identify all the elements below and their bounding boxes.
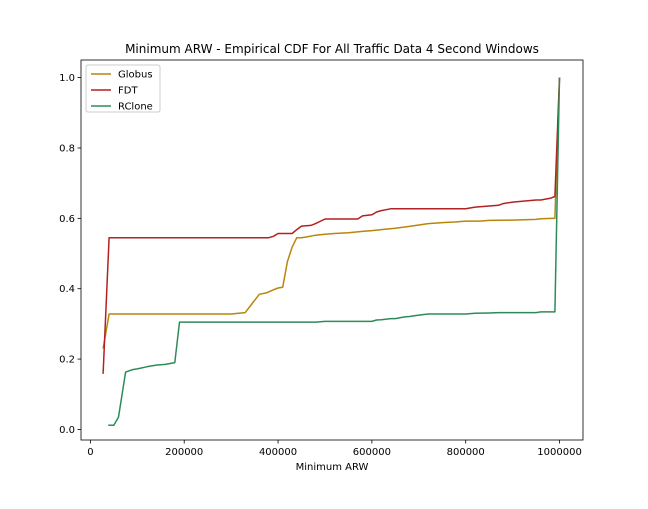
y-tick-label: 0.6 [59,214,75,225]
y-tick-label: 1.0 [59,73,75,84]
legend-box [85,64,161,113]
x-tick-label: 400000 [259,447,297,458]
plot-area [81,60,583,440]
legend: Globus FDT RClone [85,64,161,113]
x-tick-label: 600000 [353,447,391,458]
x-tick-label: 0 [87,447,93,458]
series-line-rclone [108,77,561,426]
y-axis-ticks: 0.0 0.2 0.4 0.6 0.8 1.0 [59,73,81,436]
y-tick-label: 0.4 [59,284,75,295]
x-tick-label: 800000 [447,447,485,458]
plot-background [81,60,583,440]
x-tick-label: 1000000 [537,447,582,458]
series-line-globus [102,77,561,349]
y-tick-label: 0.8 [59,143,75,154]
y-tick-label: 0.0 [59,425,75,436]
x-axis-label: Minimum ARW [296,462,369,473]
x-axis-ticks: 0 200000 400000 600000 800000 1000000 [87,440,582,458]
x-tick-label: 200000 [165,447,203,458]
series-layer [102,77,561,426]
chart-title: Minimum ARW - Empirical CDF For All Traf… [125,42,539,56]
legend-label-globus: Globus [118,70,153,81]
series-line-fdt [102,77,561,374]
y-tick-label: 0.2 [59,355,75,366]
legend-label-fdt: FDT [118,86,138,97]
plot-frame [80,59,584,441]
legend-label-rclone: RClone [118,102,153,113]
